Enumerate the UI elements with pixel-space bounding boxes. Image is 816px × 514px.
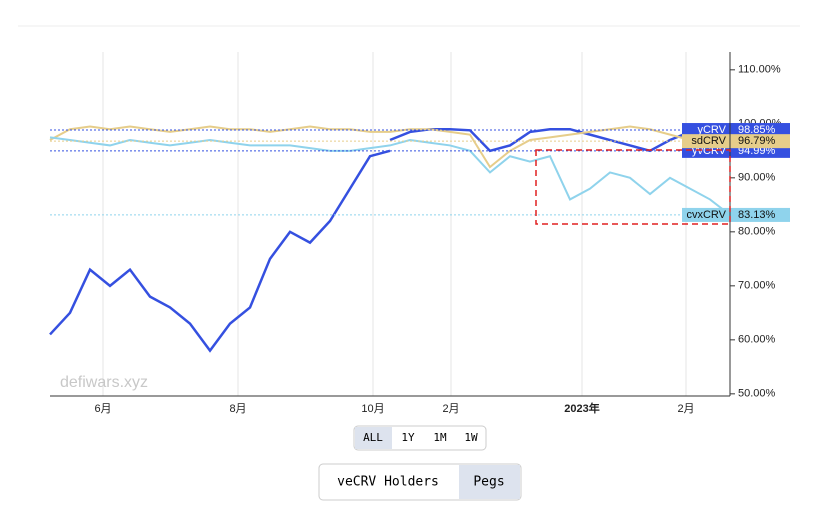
highlight-box xyxy=(535,149,731,225)
tab[interactable]: Pegs xyxy=(473,475,504,490)
range-button[interactable]: ALL xyxy=(363,431,383,444)
series-line xyxy=(49,125,731,169)
x-tick-label: 2月 xyxy=(442,403,459,415)
watermark: defiwars.xyz xyxy=(60,374,148,391)
x-tick-label: 6月 xyxy=(94,403,111,415)
series-name: yCRV xyxy=(697,124,726,136)
series-line xyxy=(49,149,391,353)
tab[interactable]: veCRV Holders xyxy=(337,475,439,490)
tabs: veCRV Holders Pegs xyxy=(318,463,522,501)
y-tick-label: 70.00% xyxy=(738,280,776,292)
range-button[interactable]: 1M xyxy=(433,431,447,444)
x-tick-label: 10月 xyxy=(361,403,384,415)
current-label: 98.85% xyxy=(738,124,776,136)
y-tick-label: 60.00% xyxy=(738,334,776,346)
range-buttons: ALL 1Y 1M 1W xyxy=(353,425,487,451)
current-label: 83.13% xyxy=(738,209,776,221)
y-tick-label: 90.00% xyxy=(738,172,776,184)
current-label: 96.79% xyxy=(738,135,776,147)
range-button[interactable]: 1Y xyxy=(401,431,415,444)
y-tick-label: 110.00% xyxy=(738,64,781,76)
current-badge xyxy=(682,123,790,138)
tab-active xyxy=(459,465,520,499)
current-badge xyxy=(682,207,790,222)
series-line xyxy=(389,127,731,153)
range-button[interactable]: 1W xyxy=(464,431,478,444)
y-tick-label: 80.00% xyxy=(738,226,776,238)
current-badge xyxy=(682,134,790,149)
series-name: cvxCRV xyxy=(686,209,726,221)
series-name: sdCRV xyxy=(691,135,726,147)
plot: 50.00%60.00%70.00%80.00%90.00%100.00%110… xyxy=(49,52,790,415)
y-tick-label: 50.00% xyxy=(738,388,776,400)
series-line xyxy=(49,136,731,216)
x-tick-label: 8月 xyxy=(229,403,246,415)
x-tick-label: 2023年 xyxy=(564,401,599,415)
button-active xyxy=(355,427,392,449)
x-tick-label: 2月 xyxy=(677,403,694,415)
